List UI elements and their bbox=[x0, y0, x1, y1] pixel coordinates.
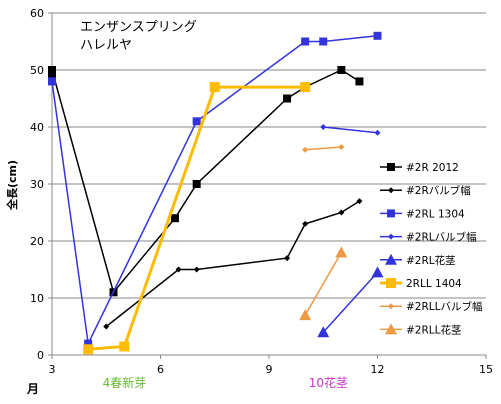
legend-label: #2RLL花茎 bbox=[406, 323, 462, 336]
data-point bbox=[386, 278, 396, 288]
series-6 bbox=[83, 82, 311, 355]
data-point bbox=[319, 37, 328, 46]
annotations: 4春新芽 10花茎 bbox=[103, 375, 348, 390]
series-7 bbox=[302, 143, 345, 153]
gridlines bbox=[52, 12, 486, 299]
data-point bbox=[337, 66, 346, 74]
series-line bbox=[322, 271, 379, 333]
data-point bbox=[385, 323, 397, 335]
data-point bbox=[338, 209, 345, 216]
x-tick-label: 6 bbox=[157, 363, 164, 376]
data-point bbox=[299, 309, 312, 321]
annotation-label: 10花茎 bbox=[309, 375, 348, 390]
data-point bbox=[300, 82, 311, 93]
data-point bbox=[387, 163, 395, 171]
legend-item: #2RLバルブ幅 bbox=[380, 231, 477, 244]
data-point bbox=[355, 77, 364, 86]
y-tick-label: 20 bbox=[30, 235, 44, 248]
x-axis-label: 月 bbox=[26, 382, 39, 396]
data-point bbox=[302, 220, 309, 227]
legend-label: #2RLLバルブ幅 bbox=[406, 300, 482, 313]
legend-label: #2R 2012 bbox=[406, 162, 459, 174]
legend-label: #2RL花茎 bbox=[406, 254, 456, 267]
data-point bbox=[356, 198, 363, 205]
series-4 bbox=[320, 124, 381, 136]
data-point bbox=[170, 214, 179, 223]
series-line bbox=[305, 146, 342, 151]
legend-item: #2R 2012 bbox=[380, 162, 459, 174]
data-point bbox=[317, 326, 330, 338]
data-point bbox=[119, 341, 130, 352]
data-point bbox=[48, 66, 56, 74]
series-line bbox=[51, 35, 378, 347]
data-point bbox=[192, 180, 201, 188]
data-point bbox=[301, 37, 310, 46]
y-tick-label: 30 bbox=[30, 178, 44, 191]
title-line-2: ハレルヤ bbox=[80, 38, 132, 53]
y-axis-label: 全長(cm) bbox=[5, 160, 19, 211]
series-line bbox=[88, 85, 306, 351]
series-2 bbox=[103, 198, 363, 330]
x-tick-label: 12 bbox=[371, 363, 385, 376]
series-line bbox=[304, 252, 342, 316]
legend-label: #2RL 1304 bbox=[406, 208, 465, 220]
data-point bbox=[175, 266, 182, 273]
legend-item: #2RLLバルブ幅 bbox=[380, 300, 482, 313]
data-point bbox=[320, 124, 327, 130]
data-point bbox=[338, 143, 345, 150]
legend-item: #2Rバルブ幅 bbox=[380, 184, 471, 197]
y-tick-label: 0 bbox=[37, 349, 44, 362]
legend-label: #2Rバルブ幅 bbox=[406, 184, 471, 197]
annotation-label: 4春新芽 bbox=[103, 375, 147, 390]
x-tick-label: 9 bbox=[266, 363, 273, 376]
data-point bbox=[84, 339, 93, 348]
data-point bbox=[48, 77, 56, 86]
data-point bbox=[283, 94, 292, 103]
series-layer bbox=[48, 31, 384, 355]
data-point bbox=[387, 209, 395, 218]
y-tick-label: 40 bbox=[30, 121, 44, 134]
data-point bbox=[48, 71, 56, 80]
data-point bbox=[373, 31, 382, 40]
series-line bbox=[323, 126, 378, 134]
data-point bbox=[302, 146, 309, 153]
tick-labels: 0 10 20 30 40 50 60 3 6 9 12 15 bbox=[30, 7, 493, 376]
data-point bbox=[335, 246, 348, 258]
x-tick-label: 3 bbox=[49, 363, 56, 376]
data-point bbox=[388, 303, 394, 310]
legend-item: 2RLL 1404 bbox=[380, 278, 462, 290]
series-3 bbox=[48, 31, 382, 348]
legend-label: #2RLバルブ幅 bbox=[406, 231, 477, 244]
y-tick-label: 50 bbox=[30, 64, 44, 77]
series-5 bbox=[317, 266, 384, 338]
data-point bbox=[284, 255, 291, 262]
data-point bbox=[209, 82, 220, 93]
data-point bbox=[83, 344, 94, 355]
legend-item: #2RL 1304 bbox=[380, 208, 465, 220]
legend-item: #2RL花茎 bbox=[380, 254, 456, 267]
legend-label: 2RLL 1404 bbox=[406, 278, 462, 290]
data-point bbox=[374, 129, 381, 136]
y-tick-label: 10 bbox=[30, 292, 44, 305]
y-tick-label: 60 bbox=[30, 7, 44, 20]
data-point bbox=[192, 117, 201, 126]
legend-item: #2RLL花茎 bbox=[380, 323, 462, 336]
x-tick-label: 15 bbox=[479, 363, 493, 376]
title-line-1: エンザンスプリング bbox=[80, 20, 197, 35]
chart-title: エンザンスプリング ハレルヤ bbox=[80, 20, 197, 53]
data-point bbox=[388, 187, 394, 194]
data-point bbox=[103, 323, 110, 330]
data-point bbox=[371, 266, 384, 278]
data-point bbox=[385, 253, 397, 265]
series-8 bbox=[299, 246, 348, 321]
data-point bbox=[193, 266, 200, 273]
legend: #2R 2012 #2Rバルブ幅 #2RL 1304 #2RLバルブ幅 #2RL花茎 2R… bbox=[380, 162, 482, 336]
data-point bbox=[388, 233, 394, 240]
